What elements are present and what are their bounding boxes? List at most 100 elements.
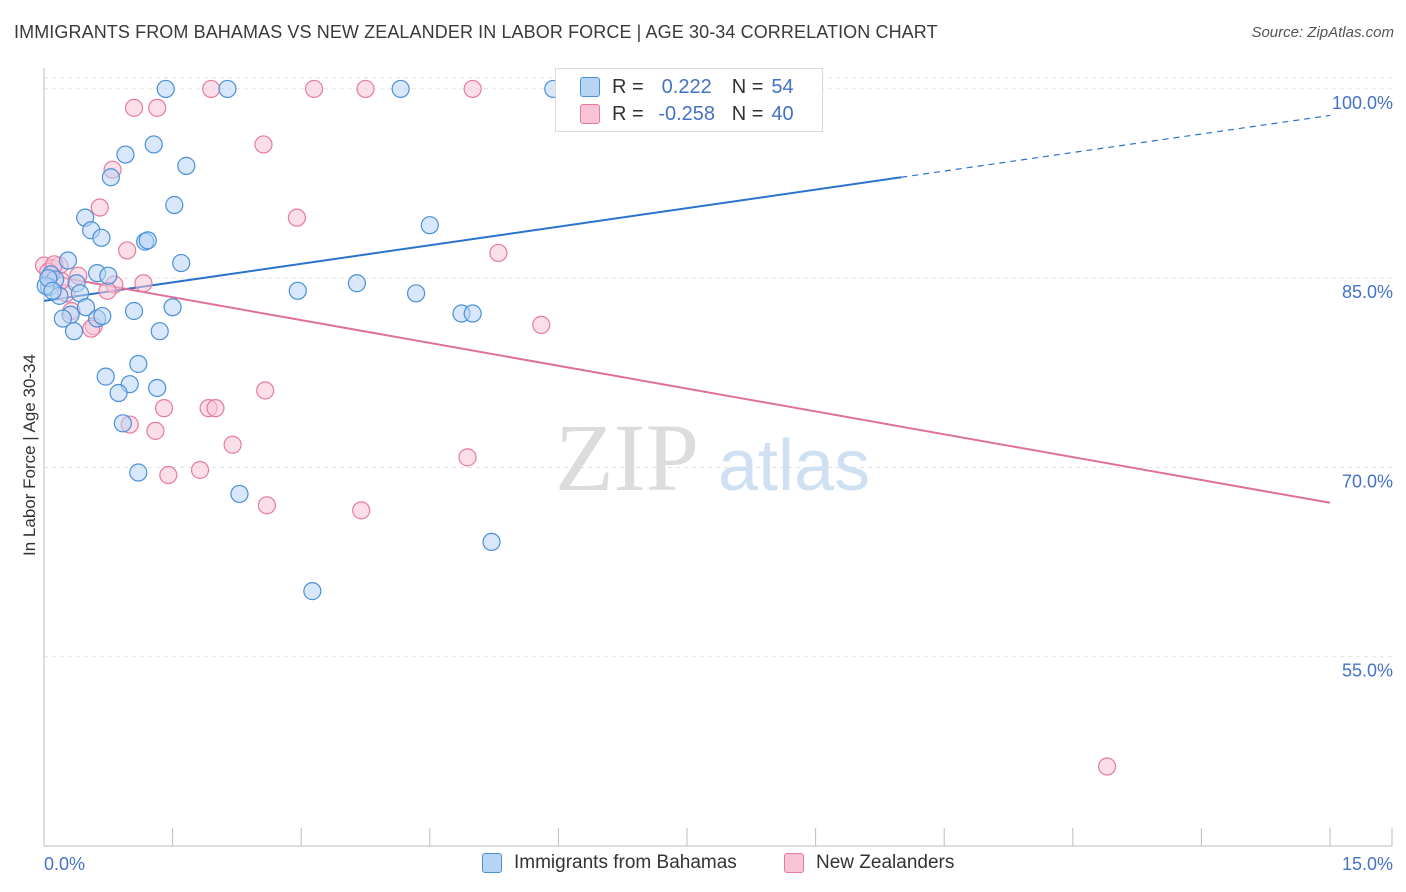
y-tick-label: 55.0%: [1342, 661, 1393, 681]
point-bahamas: [218, 79, 237, 99]
y-axis-title: In Labor Force | Age 30-34: [20, 354, 39, 556]
point-bahamas: [288, 281, 307, 300]
legend-r-value: -0.258: [658, 102, 716, 125]
point-bahamas: [96, 367, 115, 386]
legend-r-label: R =: [612, 75, 644, 98]
trend-lines: [43, 114, 1331, 504]
point-bahamas: [43, 281, 62, 300]
point-newzealanders: [256, 381, 275, 400]
point-bahamas: [124, 301, 144, 321]
trend-line-bahamas: [43, 176, 902, 302]
source-label: Source: ZipAtlas.com: [1251, 24, 1394, 41]
data-points: [34, 79, 1117, 776]
x-tick-label: 0.0%: [44, 854, 85, 874]
point-bahamas: [76, 298, 96, 317]
point-bahamas: [129, 354, 148, 374]
point-newzealanders: [118, 241, 137, 260]
axis-labels: 55.0% 70.0% 85.0% 100.0% 0.0% 15.0% In Labor F…: [20, 93, 1393, 874]
point-bahamas: [303, 582, 322, 601]
point-bahamas: [138, 231, 157, 250]
chart-title: IMMIGRANTS FROM BAHAMAS VS NEW ZEALANDER…: [14, 22, 938, 42]
point-bahamas: [347, 274, 367, 293]
series-legend-bahamas[interactable]: Immigrants from Bahamas: [482, 852, 737, 874]
legend-r-value: 0.222: [661, 75, 712, 98]
series-legend-label: New Zealanders: [816, 852, 955, 873]
watermark: ZIP atlas: [555, 404, 870, 511]
trend-line-newzealanders: [43, 273, 1331, 504]
point-newzealanders: [489, 243, 508, 263]
point-bahamas: [165, 195, 184, 215]
y-tick-label: 100.0%: [1332, 93, 1393, 113]
point-bahamas: [156, 79, 175, 99]
point-bahamas: [109, 383, 128, 403]
legend-swatch-blue: [482, 853, 502, 873]
point-newzealanders: [146, 421, 165, 440]
point-bahamas: [230, 484, 249, 504]
series-legend: Immigrants from Bahamas New Zealanders: [0, 852, 1406, 878]
point-bahamas: [391, 79, 410, 99]
point-bahamas: [101, 168, 120, 187]
point-newzealanders: [90, 198, 109, 217]
point-newzealanders: [352, 501, 371, 520]
legend-n-label: N =: [731, 75, 764, 98]
legend-r-label: R =: [612, 102, 644, 125]
point-bahamas: [420, 216, 439, 235]
trend-line-bahamas-extension: [901, 114, 1331, 178]
point-newzealanders: [134, 274, 153, 293]
point-newzealanders: [257, 496, 277, 515]
point-bahamas: [58, 251, 78, 270]
point-bahamas: [129, 463, 148, 482]
y-tick-label: 85.0%: [1342, 282, 1393, 302]
point-bahamas: [64, 322, 84, 341]
point-bahamas: [116, 145, 135, 164]
watermark-zip: ZIP: [555, 404, 699, 511]
legend-n-value: 40: [771, 102, 794, 125]
point-newzealanders: [154, 399, 174, 418]
point-newzealanders: [304, 79, 324, 99]
point-newzealanders: [223, 435, 242, 454]
point-newzealanders: [202, 79, 221, 99]
y-tick-label: 70.0%: [1342, 471, 1393, 491]
series-legend-label: Immigrants from Bahamas: [514, 852, 737, 873]
point-bahamas: [53, 309, 72, 328]
legend-n-label: N =: [731, 102, 764, 125]
legend-row-bahamas: R = 0.222 N = 54: [580, 75, 794, 99]
point-bahamas: [92, 228, 111, 247]
legend-swatch-pink: [580, 104, 600, 124]
point-bahamas: [463, 304, 482, 323]
point-newzealanders: [254, 135, 273, 154]
point-bahamas: [144, 135, 163, 154]
point-bahamas: [148, 378, 167, 398]
point-bahamas: [113, 414, 132, 433]
series-legend-newzealanders[interactable]: New Zealanders: [784, 852, 954, 874]
point-bahamas: [150, 322, 169, 341]
x-tick-label: 15.0%: [1342, 854, 1393, 874]
axes: [43, 68, 1393, 847]
point-newzealanders: [532, 315, 551, 334]
grid-lines: [44, 77, 1392, 658]
point-newzealanders: [190, 460, 210, 480]
watermark-atlas: atlas: [718, 426, 870, 506]
point-newzealanders: [463, 79, 482, 99]
point-newzealanders: [356, 79, 375, 99]
point-newzealanders: [1097, 757, 1117, 776]
point-newzealanders: [287, 208, 307, 227]
point-bahamas: [177, 156, 196, 175]
legend-n-value: 54: [771, 75, 794, 98]
point-bahamas: [99, 266, 118, 285]
point-newzealanders: [206, 399, 225, 418]
point-bahamas: [93, 306, 112, 326]
point-newzealanders: [98, 281, 117, 300]
point-newzealanders: [148, 98, 167, 117]
legend-swatch-pink: [784, 853, 804, 873]
point-newzealanders: [458, 448, 477, 467]
point-bahamas: [406, 284, 426, 303]
point-bahamas: [482, 532, 501, 552]
legend-swatch-blue: [580, 77, 600, 97]
point-bahamas: [172, 253, 191, 273]
point-newzealanders: [159, 465, 178, 485]
point-bahamas: [163, 298, 182, 317]
stats-legend: R = 0.222 N = 54 R = -0.258 N = 40: [555, 68, 823, 132]
point-newzealanders: [124, 98, 144, 117]
